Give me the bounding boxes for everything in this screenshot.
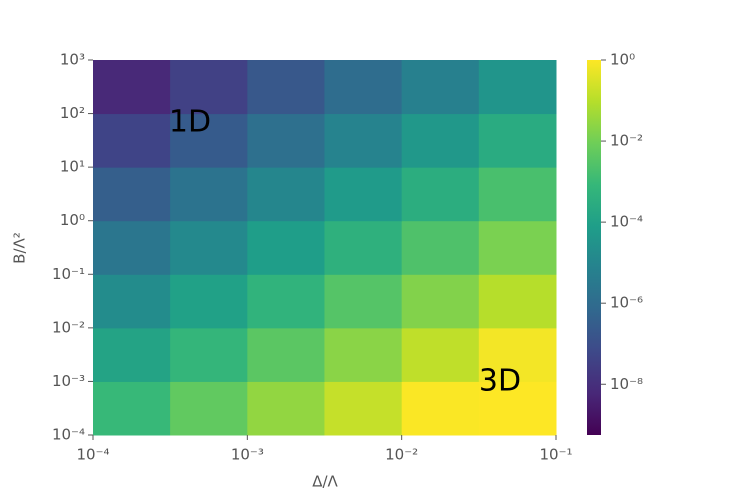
heat-cell — [478, 274, 557, 329]
heat-cell — [247, 60, 325, 115]
heat-cell — [478, 113, 557, 168]
heat-cell — [478, 60, 557, 115]
y-tick-label: 10¹ — [60, 158, 85, 176]
heat-cell — [401, 220, 480, 275]
heat-cell — [478, 381, 557, 436]
heat-cell — [93, 327, 171, 382]
heat-cell — [170, 113, 248, 168]
heat-cell — [324, 220, 403, 275]
heat-cell — [247, 381, 325, 436]
heat-cell — [93, 220, 171, 275]
annotation: 3D — [479, 364, 521, 399]
colorbar-tick-label: 10⁰ — [610, 51, 635, 69]
heat-cell — [170, 327, 248, 382]
heat-cell — [401, 274, 480, 329]
heat-cell — [93, 60, 171, 115]
heat-cell — [401, 381, 480, 436]
heat-cell — [401, 60, 480, 115]
heat-cell — [247, 327, 325, 382]
y-tick-label: 10⁻³ — [52, 372, 85, 390]
heat-cell — [324, 60, 403, 115]
heat-cell — [247, 167, 325, 222]
heat-cell — [170, 167, 248, 222]
heat-cell — [93, 113, 171, 168]
heat-cell — [170, 381, 248, 436]
heat-cell — [247, 113, 325, 168]
heat-cell — [324, 327, 403, 382]
heat-cell — [478, 167, 557, 222]
colorbar-tick-label: 10⁻⁸ — [610, 375, 643, 393]
heat-cell — [93, 167, 171, 222]
heat-cell — [324, 113, 403, 168]
y-tick-label: 10⁻⁴ — [52, 426, 85, 444]
heat-cell — [93, 381, 171, 436]
x-tick-label: 10⁻² — [385, 446, 418, 464]
heat-cell — [170, 220, 248, 275]
colorbar — [587, 60, 601, 435]
heat-cell — [478, 220, 557, 275]
y-tick-label: 10⁻² — [52, 318, 85, 336]
y-tick-label: 10² — [60, 104, 85, 122]
heat-cell — [324, 381, 403, 436]
x-axis-label: Δ/Λ — [312, 473, 338, 491]
y-axis-label: B/Λ² — [11, 232, 29, 264]
y-tick-label: 10³ — [60, 51, 85, 69]
heat-cell — [170, 60, 248, 115]
heat-cell — [170, 274, 248, 329]
heat-cell — [247, 220, 325, 275]
heat-cell — [401, 327, 480, 382]
heat-cell — [324, 274, 403, 329]
x-tick-label: 10⁻¹ — [539, 446, 572, 464]
x-tick-label: 10⁻³ — [231, 446, 264, 464]
heat-cell — [401, 167, 480, 222]
heat-cell — [401, 113, 480, 168]
heat-cell — [93, 274, 171, 329]
heat-cell — [478, 327, 557, 382]
colorbar-tick-label: 10⁻² — [610, 132, 643, 150]
annotation: 1D — [169, 105, 211, 140]
y-tick-label: 10⁻¹ — [52, 265, 85, 283]
colorbar-tick-label: 10⁻⁶ — [610, 294, 643, 312]
x-tick-label: 10⁻⁴ — [76, 446, 109, 464]
heat-cell — [247, 274, 325, 329]
heat-cell — [324, 167, 403, 222]
y-tick-label: 10⁰ — [60, 211, 85, 229]
colorbar-tick-label: 10⁻⁴ — [610, 213, 643, 231]
